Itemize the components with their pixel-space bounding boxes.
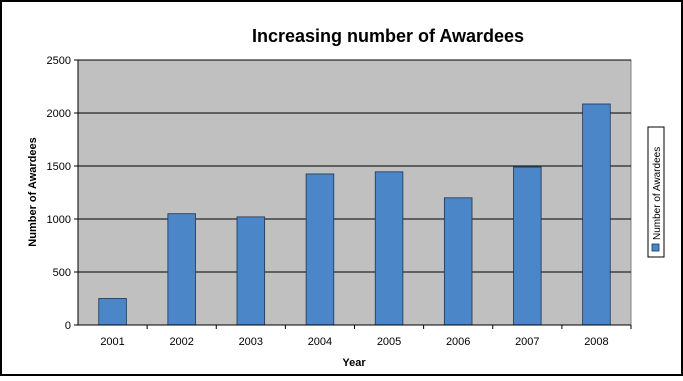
bar-2005	[374, 171, 404, 326]
x-tick-label: 2005	[377, 336, 401, 348]
bar-2007	[513, 166, 542, 326]
x-axis-ticks: 2001 2002 2003 2004 2005 2006 2007 2008	[100, 325, 632, 348]
x-tick-label: 2004	[308, 336, 332, 348]
x-tick-label: 2007	[515, 336, 539, 348]
y-axis-label: Number of Awardees	[27, 137, 39, 246]
x-tick-label: 2002	[169, 336, 193, 348]
bar-2002	[167, 213, 196, 326]
y-tick-label: 1500	[47, 161, 71, 173]
bar-2004	[305, 173, 335, 326]
chart-title: Increasing number of Awardees	[252, 26, 524, 46]
legend-box	[647, 126, 665, 258]
y-tick-label: 1000	[47, 214, 71, 226]
x-tick-label: 2001	[100, 336, 124, 348]
bar-2006	[443, 197, 473, 326]
x-tick-label: 2006	[446, 336, 470, 348]
y-tick-label: 2000	[47, 108, 71, 120]
plot-area	[77, 59, 632, 326]
bar-2003	[236, 216, 266, 326]
bar-2008	[582, 103, 611, 326]
legend: Number of Awardees	[647, 126, 665, 258]
x-tick-label: 2003	[239, 336, 263, 348]
legend-label: Number of Awardees	[652, 147, 663, 240]
y-tick-label: 0	[65, 320, 71, 332]
y-tick-label: 500	[53, 267, 71, 279]
x-tick-label: 2008	[584, 336, 608, 348]
bar-2001	[98, 298, 127, 326]
y-axis-ticks: 0 500 1000 1500 2000 2500	[47, 55, 78, 332]
bars	[98, 103, 611, 326]
x-axis-label: Year	[342, 357, 366, 369]
y-tick-label: 2500	[47, 55, 71, 67]
legend-swatch	[651, 243, 660, 252]
